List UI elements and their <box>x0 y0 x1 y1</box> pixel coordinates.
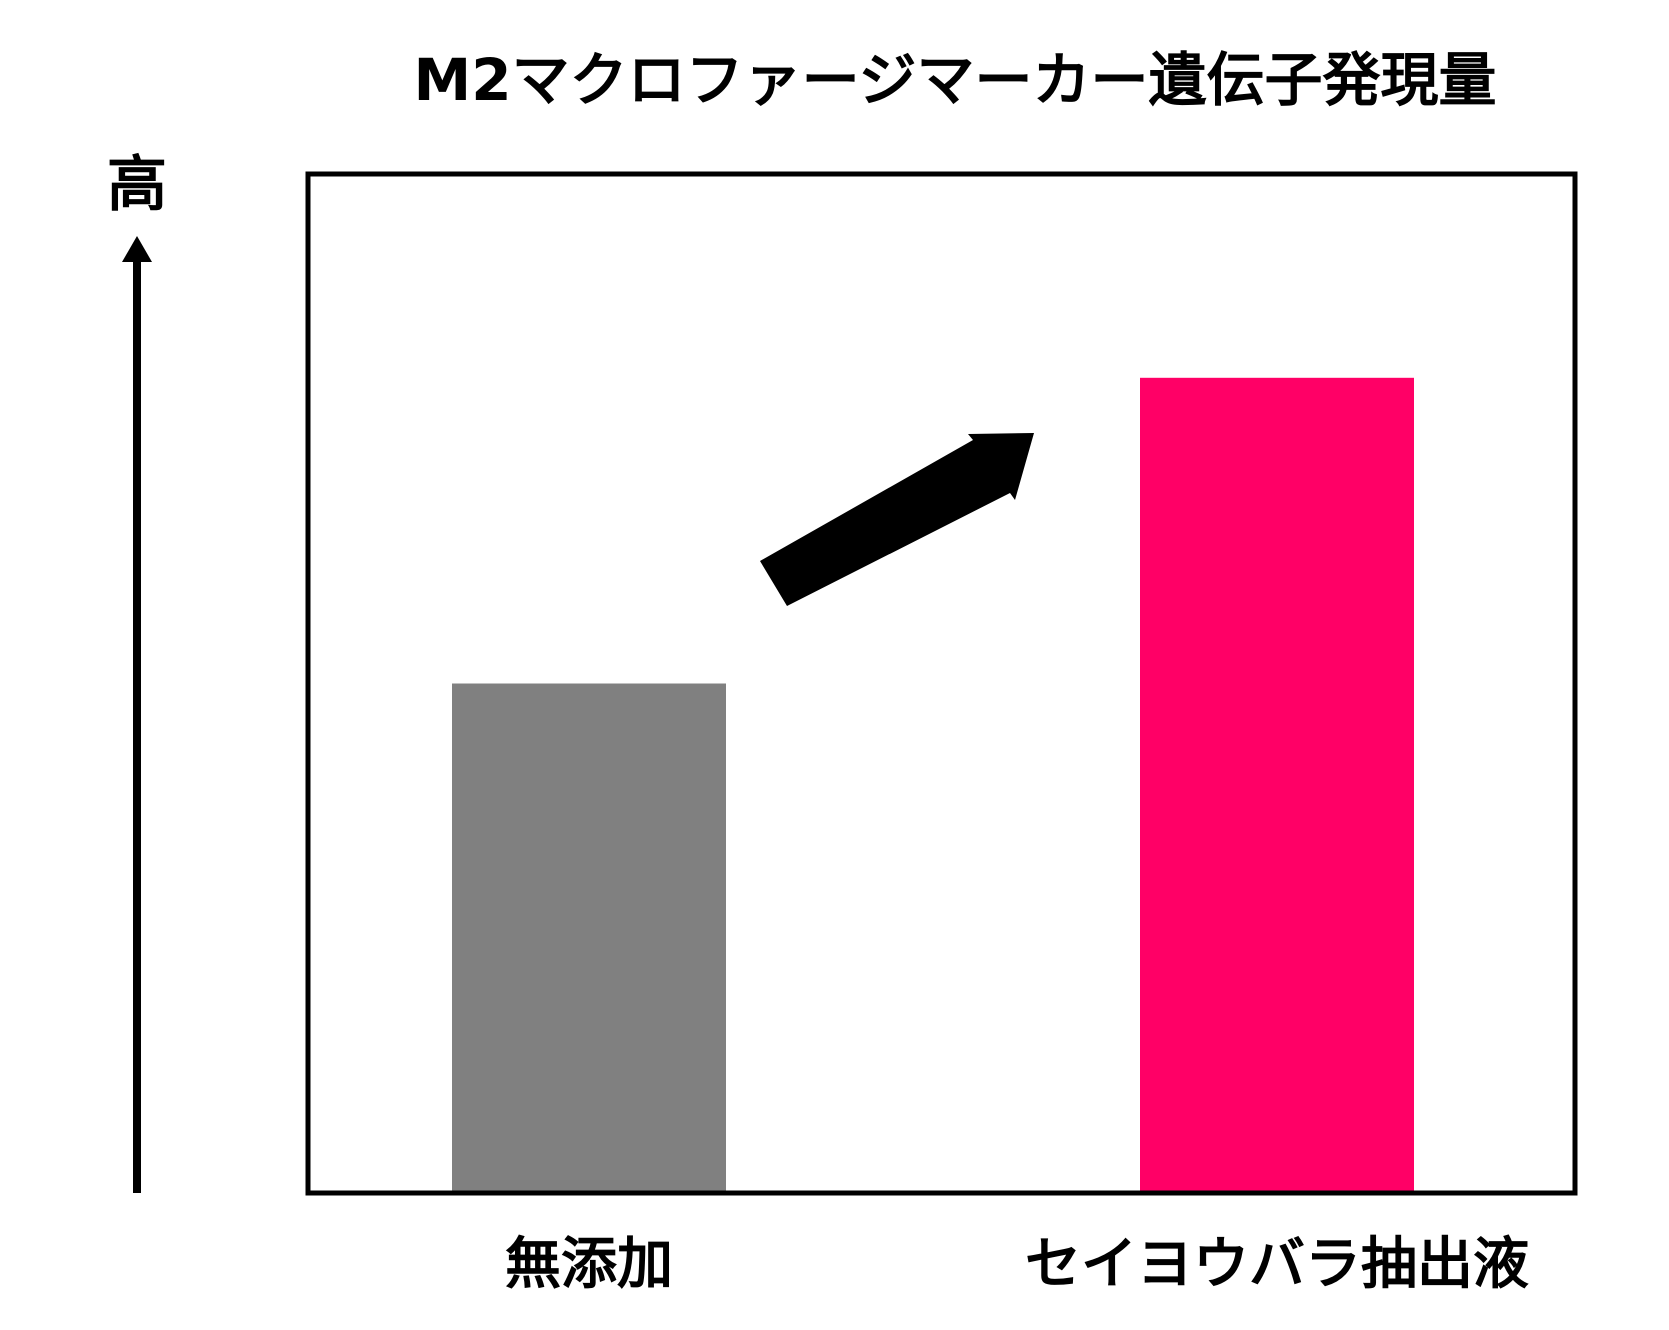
chart-title: M2マクロファージマーカー遺伝子発現量 <box>414 46 1497 114</box>
category-labels: 無添加 セイヨウバラ抽出液 <box>505 1232 1529 1297</box>
increase-arrow-icon <box>760 433 1034 606</box>
plot-frame <box>305 171 1578 1196</box>
bars <box>452 377 1414 1193</box>
bar-1 <box>1140 377 1414 1193</box>
bar-0 <box>452 683 726 1193</box>
category-label-0: 無添加 <box>505 1232 673 1297</box>
y-axis-high-label: 高 <box>107 150 167 220</box>
category-label-1: セイヨウバラ抽出液 <box>1025 1232 1529 1297</box>
y-axis-arrow <box>122 236 152 1193</box>
